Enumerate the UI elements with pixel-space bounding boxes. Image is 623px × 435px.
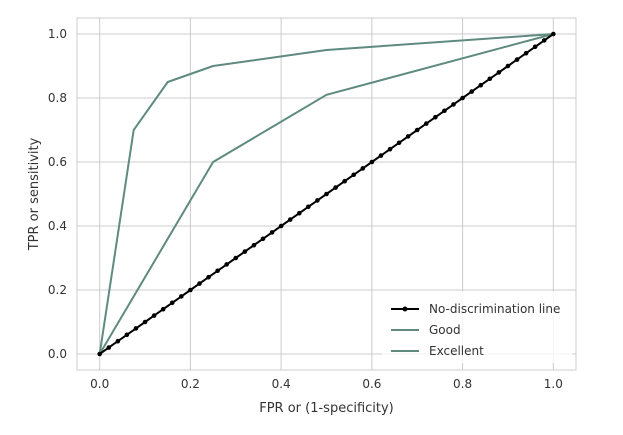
series-point-no-discrimination-line — [287, 217, 293, 222]
legend-item-no-discrimination: No-discrimination line — [391, 302, 560, 316]
series-point-no-discrimination-line — [451, 102, 456, 107]
series-point-no-discrimination-line — [242, 249, 248, 254]
series-point-no-discrimination-line — [360, 166, 366, 171]
series-point-no-discrimination-line — [424, 121, 429, 126]
series-point-no-discrimination-line — [206, 274, 211, 280]
y-axis-ticks: 0.0 0.2 0.4 0.6 0.8 1.0 — [48, 27, 67, 361]
series-line-good — [98, 33, 555, 355]
y-tick-label: 1.0 — [48, 27, 67, 41]
series-point-no-discrimination-line — [460, 95, 465, 101]
series-point-no-discrimination-line — [333, 185, 338, 190]
series-point-no-discrimination-line — [124, 332, 130, 338]
legend-label-excellent: Excellent — [429, 344, 484, 358]
legend-item-good: Good — [391, 323, 461, 337]
series-point-no-discrimination-line — [260, 236, 266, 242]
series-point-no-discrimination-line — [369, 159, 375, 165]
x-tick-label: 0.6 — [362, 377, 381, 391]
y-tick-label: 0.2 — [48, 283, 67, 297]
series-point-no-discrimination-line — [315, 198, 320, 203]
series-point-no-discrimination-line — [433, 114, 438, 120]
series-point-no-discrimination-line — [541, 38, 547, 43]
series-point-no-discrimination-line — [142, 319, 148, 325]
legend-label-no-discrimination: No-discrimination line — [429, 302, 560, 316]
y-tick-label: 0.6 — [48, 155, 67, 169]
series-point-no-discrimination-line — [478, 82, 484, 88]
series-point-no-discrimination-line — [169, 300, 175, 306]
series-point-no-discrimination-line — [351, 172, 357, 178]
series-point-no-discrimination-line — [387, 146, 393, 152]
series-point-no-discrimination-line — [378, 153, 384, 158]
x-tick-label: 0.2 — [181, 377, 200, 391]
series-point-no-discrimination-line — [487, 76, 493, 82]
series-point-no-discrimination-line — [133, 326, 139, 331]
series-point-no-discrimination-line — [505, 63, 511, 69]
series-point-no-discrimination-line — [251, 242, 257, 248]
series-point-no-discrimination-line — [215, 268, 220, 274]
x-axis-label: FPR or (1-specificity) — [259, 401, 394, 416]
y-tick-label: 0.8 — [48, 91, 67, 105]
y-tick-label: 0.0 — [48, 347, 67, 361]
series-point-no-discrimination-line — [523, 50, 529, 56]
series-point-no-discrimination-line — [278, 223, 284, 229]
series-point-no-discrimination-line — [442, 108, 447, 114]
series-point-no-discrimination-line — [269, 230, 275, 235]
x-tick-label: 1.0 — [544, 377, 563, 391]
series-point-no-discrimination-line — [551, 31, 556, 37]
series-point-no-discrimination-line — [115, 338, 121, 344]
series-layer — [97, 31, 556, 357]
x-tick-label: 0.4 — [272, 377, 291, 391]
legend-marker-no-discrimination — [402, 306, 408, 312]
series-point-no-discrimination-line — [324, 191, 329, 197]
series-point-no-discrimination-line — [197, 281, 202, 286]
legend: No-discrimination line Good Excellent — [382, 291, 572, 363]
series-point-no-discrimination-line — [532, 44, 538, 50]
x-tick-label: 0.8 — [453, 377, 472, 391]
y-tick-label: 0.4 — [48, 219, 67, 233]
series-point-no-discrimination-line — [342, 178, 347, 184]
series-point-no-discrimination-line — [179, 294, 184, 299]
y-axis-label: TPR or sensitivity — [27, 137, 42, 251]
series-point-no-discrimination-line — [496, 70, 502, 75]
series-point-no-discrimination-line — [106, 345, 112, 350]
series-point-no-discrimination-line — [405, 134, 411, 139]
series-point-no-discrimination-line — [160, 306, 166, 312]
series-point-no-discrimination-line — [188, 287, 193, 293]
series-point-no-discrimination-line — [224, 262, 229, 267]
series-point-no-discrimination-line — [296, 210, 302, 216]
series-point-no-discrimination-line — [469, 89, 474, 94]
series-line-excellent — [98, 33, 555, 355]
legend-label-good: Good — [429, 323, 461, 337]
grid-lines — [77, 18, 576, 370]
series-point-no-discrimination-line — [97, 351, 102, 357]
series-point-no-discrimination-line — [233, 255, 239, 261]
plot-area-frame — [76, 17, 577, 371]
legend-item-excellent: Excellent — [391, 344, 484, 358]
series-point-no-discrimination-line — [514, 57, 520, 62]
x-axis-ticks: 0.0 0.2 0.4 0.6 0.8 1.0 — [90, 377, 563, 391]
x-tick-label: 0.0 — [90, 377, 109, 391]
series-point-no-discrimination-line — [306, 204, 311, 210]
series-point-no-discrimination-line — [414, 127, 420, 133]
series-point-no-discrimination-line — [396, 140, 402, 146]
series-point-no-discrimination-line — [151, 313, 157, 318]
